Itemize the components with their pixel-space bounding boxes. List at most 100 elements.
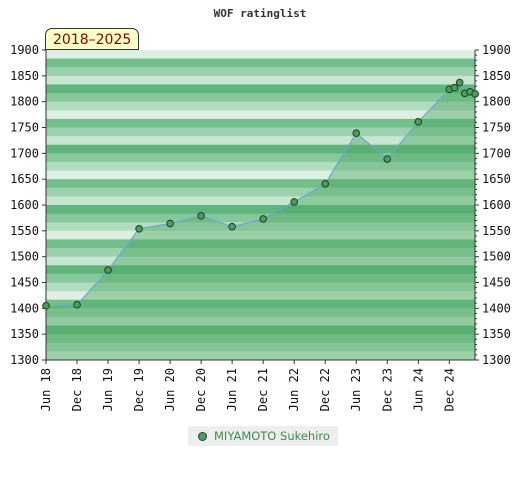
background-band	[46, 196, 475, 206]
background-band	[46, 75, 475, 85]
data-point	[383, 155, 392, 163]
x-tick-label: Dec 18	[70, 368, 84, 411]
y-tick-label-left: 1650	[10, 172, 39, 186]
x-tick-label: Jun 22	[287, 368, 301, 411]
data-point	[135, 224, 143, 233]
background-band	[46, 58, 475, 68]
chart-title: WOF ratinglist	[214, 7, 307, 20]
data-point	[450, 83, 459, 92]
background-band	[46, 351, 475, 361]
y-tick-label-right: 1850	[482, 69, 511, 83]
background-band	[46, 127, 475, 137]
x-tick-label: Dec 19	[132, 368, 146, 411]
y-tick-label-right: 1500	[482, 250, 511, 264]
background-band	[46, 282, 475, 292]
series-points	[42, 78, 479, 310]
x-tick-label: Jun 20	[163, 368, 177, 411]
background-band	[46, 170, 475, 180]
background-band	[46, 67, 475, 77]
y-tick-label-right: 1800	[482, 95, 511, 109]
data-point	[290, 198, 298, 206]
background-band	[46, 222, 475, 232]
x-tick-label: Jun 21	[225, 368, 239, 411]
y-tick-label-left: 1600	[10, 198, 39, 212]
y-tick-label-left: 1750	[10, 121, 39, 135]
y-tick-label-left: 1500	[10, 250, 39, 264]
background-band	[46, 144, 475, 154]
x-tick-label: Dec 21	[256, 368, 270, 411]
x-tick-label: Jun 18	[39, 368, 53, 411]
y-tick-label-right: 1600	[482, 198, 511, 212]
legend[interactable]: MIYAMOTO Sukehiro	[188, 426, 338, 446]
y-axis-right: 1300 1350 1400 1450 1500 1550 1600 1650 1700 1750…	[475, 43, 511, 367]
legend-marker-icon	[198, 431, 207, 441]
background-band	[46, 239, 475, 249]
background-band	[46, 316, 475, 327]
data-point	[259, 215, 267, 223]
background-band	[46, 153, 475, 163]
background-band	[46, 110, 475, 120]
y-tick-label-left: 1850	[10, 69, 39, 83]
data-point	[73, 300, 81, 309]
data-point	[166, 219, 174, 228]
background-band	[46, 136, 475, 146]
data-point	[42, 301, 50, 310]
data-point	[352, 129, 361, 137]
y-tick-label-left: 1450	[10, 276, 39, 290]
y-tick-label-left: 1350	[10, 327, 39, 341]
background-band	[46, 291, 475, 301]
background-bands	[46, 50, 475, 361]
data-point	[471, 90, 479, 98]
y-tick-label-left: 1800	[10, 95, 39, 109]
data-point	[455, 78, 464, 87]
background-band	[46, 325, 475, 335]
y-tick-label-right: 1450	[482, 276, 511, 290]
y-axis-left: 1300 1350 1400 1450 1500 1550 1600 1650 1700 1750…	[10, 43, 46, 367]
x-tick-label: Dec 24	[442, 368, 456, 411]
background-band	[46, 248, 475, 258]
background-band	[46, 93, 475, 103]
background-band	[46, 273, 475, 283]
x-axis: Jun 18 Dec 18 Jun 19 Dec 19 Jun 20 Dec 20 Jun …	[39, 360, 456, 411]
legend-label: MIYAMOTO Sukehiro	[214, 429, 330, 443]
period-badge: 2018–2025	[45, 28, 140, 50]
background-band	[46, 187, 475, 197]
background-band	[46, 308, 475, 318]
background-band	[46, 256, 475, 266]
y-tick-label-left: 1300	[10, 353, 39, 367]
background-band	[46, 265, 475, 275]
background-band	[46, 342, 475, 352]
data-point	[228, 222, 236, 231]
background-band	[46, 84, 475, 94]
y-tick-label-right: 1400	[482, 301, 511, 315]
y-tick-label-left: 1700	[10, 146, 39, 160]
y-tick-label-left: 1900	[10, 43, 39, 57]
x-tick-label: Dec 20	[194, 368, 208, 411]
y-tick-label-left: 1550	[10, 224, 39, 238]
y-tick-label-right: 1550	[482, 224, 511, 238]
background-band	[46, 118, 475, 128]
x-tick-label: Jun 19	[101, 368, 115, 411]
background-band	[46, 205, 475, 215]
x-tick-label: Jun 23	[349, 368, 363, 411]
y-tick-label-right: 1350	[482, 327, 511, 341]
y-tick-label-left: 1400	[10, 301, 39, 315]
data-point	[321, 180, 330, 188]
data-point	[197, 212, 205, 220]
background-band	[46, 334, 475, 344]
background-band	[46, 230, 475, 240]
y-tick-label-right: 1650	[482, 172, 511, 186]
background-band	[46, 101, 475, 111]
y-tick-label-right: 1900	[482, 43, 511, 57]
y-tick-label-right: 1300	[482, 353, 511, 367]
y-tick-label-right: 1750	[482, 121, 511, 135]
background-band	[46, 50, 475, 60]
background-band	[46, 179, 475, 189]
y-tick-label-right: 1700	[482, 146, 511, 160]
x-tick-label: Dec 22	[318, 368, 332, 411]
background-band	[46, 299, 475, 309]
background-band	[46, 161, 475, 172]
data-point	[414, 118, 423, 126]
x-tick-label: Jun 24	[411, 368, 425, 411]
